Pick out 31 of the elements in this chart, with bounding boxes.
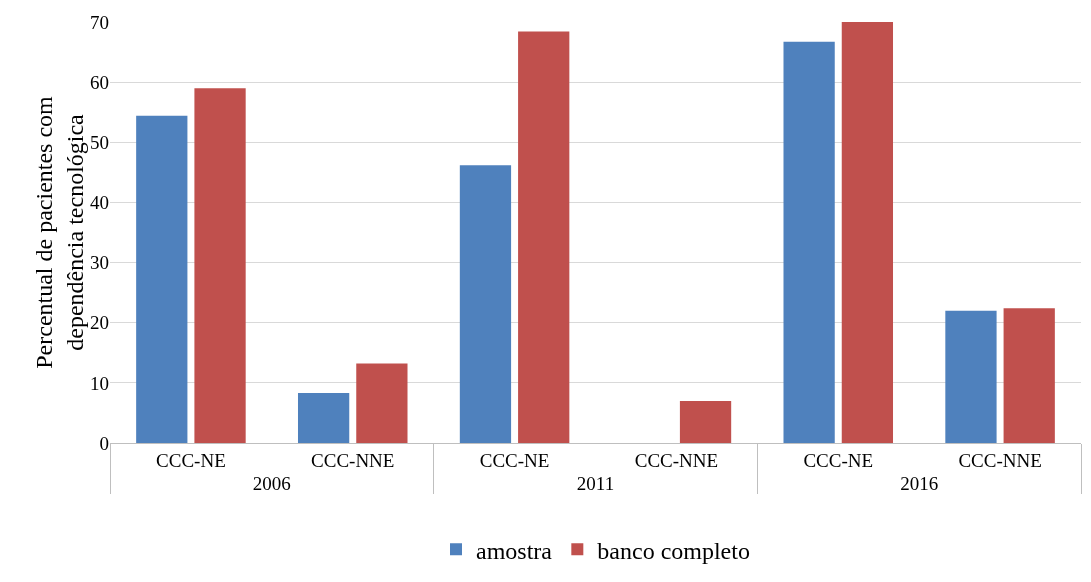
bar	[136, 115, 188, 443]
text: 2006	[252, 472, 291, 494]
y-tick-label: 0	[99, 432, 109, 454]
y-axis-title: Percentual de pacientes com dependência tecnológica	[30, 95, 88, 369]
y-tick-label: 40	[90, 192, 109, 214]
x-tick-label: CCC-NNE	[634, 449, 719, 471]
bar	[297, 393, 350, 443]
bar	[945, 310, 997, 443]
x-tick-label: CCC-NE	[479, 449, 550, 471]
legend-label: banco completo	[597, 537, 750, 564]
bar	[459, 165, 512, 443]
x-tick-label: CCC-NNE	[311, 449, 395, 471]
bar	[356, 363, 408, 443]
text: 2016	[900, 472, 939, 494]
bar	[783, 41, 835, 443]
y-tick-label: 70	[90, 11, 109, 33]
bar	[518, 31, 570, 443]
x-tick-label: CCC-NE	[803, 449, 874, 471]
x-tick-label: CCC-NE	[156, 449, 226, 471]
x-tick-label: CCC-NNE	[958, 449, 1042, 471]
y-tick-label: 30	[90, 252, 109, 274]
y-tick-label: 20	[90, 312, 109, 334]
legend-label: amostra	[476, 537, 553, 564]
bar	[679, 400, 732, 443]
y-tick-label: 50	[90, 131, 109, 153]
y-tick-label: 60	[90, 71, 109, 93]
bar	[841, 22, 894, 443]
y-tick-label: 10	[90, 372, 109, 394]
bar	[194, 88, 246, 443]
bar	[1003, 308, 1055, 443]
text: 2011	[576, 472, 615, 494]
